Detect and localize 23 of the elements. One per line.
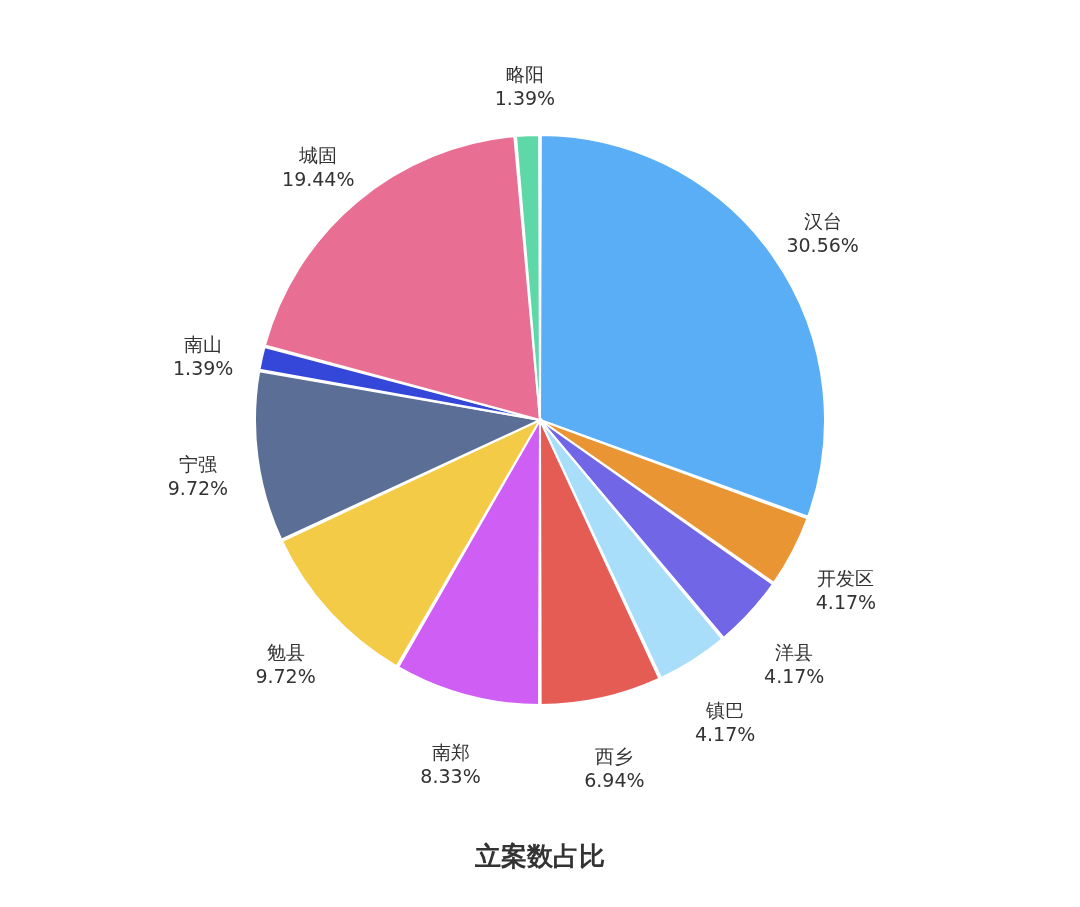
data-label: 9.72% [167, 476, 229, 499]
data-label: 4.17% [815, 591, 877, 614]
data-label: 8.33% [420, 765, 481, 788]
slice-label: 洋县 [775, 641, 814, 664]
slice-label: 开发区 [817, 567, 875, 590]
slice-label: 南山 [184, 333, 223, 356]
data-label: 1.39% [494, 87, 556, 110]
data-label: 4.17% [694, 723, 756, 746]
slice-label: 勉县 [266, 640, 305, 663]
data-label: 30.56% [786, 234, 859, 257]
slice-label: 略阳 [505, 63, 544, 86]
slice-label: 宁强 [178, 452, 217, 475]
data-label: 19.44% [282, 167, 355, 190]
data-label: 4.17% [764, 665, 825, 688]
data-label: 9.72% [255, 664, 316, 687]
slice-label: 南郑 [431, 741, 470, 764]
data-label: 6.94% [584, 768, 645, 791]
slice-label: 镇巴 [705, 699, 745, 722]
slice-label: 西乡 [595, 744, 634, 767]
data-label: 1.39% [173, 357, 234, 380]
text: 立案数占比 [474, 841, 605, 871]
slice-label: 城固 [298, 143, 338, 166]
slice-label: 汉台 [803, 210, 842, 233]
